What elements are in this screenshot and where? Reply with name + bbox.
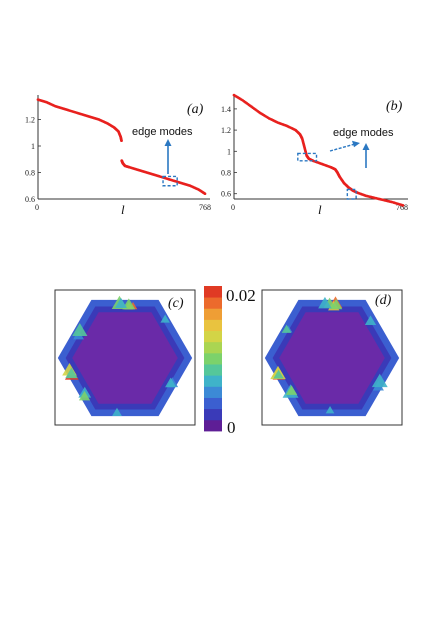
panel-a-y-tick-label: 0.8 xyxy=(25,169,35,178)
panel-a-label: (a) xyxy=(187,102,204,117)
panel-c-hotspot-5 xyxy=(165,377,177,388)
panel-c-hexagon-interior xyxy=(72,312,178,404)
panel-a-annotation: edge modes xyxy=(132,126,193,138)
panel-b-y-tick-label: 1.2 xyxy=(221,126,231,135)
panel-d-heatmap: (d) xyxy=(261,289,403,426)
colorbar-segment xyxy=(204,297,222,309)
colorbar-min-label: 0 xyxy=(227,418,236,437)
panel-c-label: (c) xyxy=(168,296,184,311)
panel-b-series-0-point xyxy=(401,204,405,207)
panel-b-arrow-1-shaft xyxy=(329,143,356,152)
panel-c-hotspot-6 xyxy=(160,314,170,323)
panel-b-x-tick-max: 768 xyxy=(396,203,408,212)
panel-d-hotspot-4 xyxy=(281,324,292,333)
panel-d-hotspot-1 xyxy=(318,296,332,309)
panel-b-y-tick-label: 1 xyxy=(227,147,231,156)
panel-a-plot: (a) 0 768 l edge modes 0.6 0.8 1 1.2 xyxy=(25,95,211,217)
panel-a-y-tick-label: 0.6 xyxy=(25,195,35,204)
panel-d-hotspot-7 xyxy=(325,406,335,414)
panel-a-edge-mode-box-0 xyxy=(162,175,178,187)
panel-b-annotation: edge modes xyxy=(333,127,394,139)
panel-b-x-tick-min: 0 xyxy=(231,203,235,212)
panel-b-arrow-1-head xyxy=(352,140,360,148)
colorbar-max-label: 0.02 xyxy=(226,286,256,305)
colorbar-segment xyxy=(204,386,222,398)
colorbar-segment xyxy=(204,286,222,298)
colorbar-segment xyxy=(204,352,222,365)
panel-c-heatmap: (c) xyxy=(54,289,196,426)
panel-a-y-tick-label: 1 xyxy=(31,142,35,151)
panel-c-hotspot-1 xyxy=(114,297,127,308)
panel-a-arrow-head xyxy=(164,139,172,146)
colorbar-segment xyxy=(204,419,222,432)
panel-a-series-1-point xyxy=(203,192,207,196)
panel-a-x-axis-label: l xyxy=(121,202,125,217)
colorbar-segment xyxy=(204,308,222,320)
panel-b-arrow-2-head xyxy=(362,143,370,150)
panel-d-hotspot-6 xyxy=(364,315,377,326)
colorbar-segment xyxy=(204,319,222,332)
panel-d-hotspot-5 xyxy=(371,373,388,388)
panel-d-hotspot-3 xyxy=(285,385,298,395)
colorbar-segment xyxy=(204,364,222,376)
panel-b-y-tick-label: 0.8 xyxy=(221,169,231,178)
panel-a-y-tick-label: 1.2 xyxy=(25,116,35,125)
panel-b-plot: (b) 0 768 l edge modes 0.6 0.8 1 1.2 1.4 xyxy=(221,93,408,217)
panel-c-hotspot-7 xyxy=(112,407,122,417)
colorbar-segment xyxy=(204,408,222,421)
panel-d-hexagon-interior xyxy=(279,312,385,404)
colorbar-segment xyxy=(204,341,222,354)
panel-a-series-0-point xyxy=(120,139,123,143)
colorbar-segment xyxy=(204,397,222,410)
colorbar-segment xyxy=(204,330,222,343)
panel-d-label: (d) xyxy=(375,293,392,308)
panel-c-hotspot-3 xyxy=(78,390,91,401)
panel-c-hotspot-2 xyxy=(65,367,78,379)
panel-b-x-axis-label: l xyxy=(318,202,322,217)
panel-b-edge-mode-box-0 xyxy=(297,152,318,162)
panel-b-edge-mode-box-1 xyxy=(346,188,357,200)
colorbar: 0.02 0 xyxy=(204,286,256,437)
panel-c-hotspot-4 xyxy=(72,322,88,336)
panel-b-y-tick-label: 1.4 xyxy=(221,105,231,114)
panel-d-hotspot-2 xyxy=(273,369,284,379)
panel-c-frame xyxy=(54,289,196,426)
panel-b-y-tick-label: 0.6 xyxy=(221,190,231,199)
panel-d-frame xyxy=(261,289,403,426)
panel-a-x-tick-min: 0 xyxy=(35,203,39,212)
colorbar-segment xyxy=(204,375,222,387)
panel-a-x-tick-max: 768 xyxy=(199,203,211,212)
panel-b-label: (b) xyxy=(386,99,403,114)
